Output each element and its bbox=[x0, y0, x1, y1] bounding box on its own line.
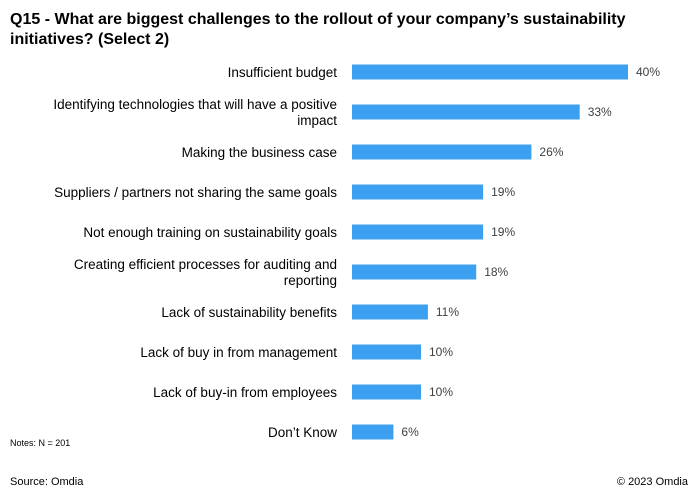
category-label-line: reporting bbox=[284, 273, 337, 288]
category-label-line: Don’t Know bbox=[268, 425, 337, 440]
bar-4 bbox=[352, 224, 484, 240]
category-label-0: Insufficient budget bbox=[228, 65, 338, 80]
category-label-8: Lack of buy-in from employees bbox=[153, 385, 337, 400]
bar-9 bbox=[352, 424, 394, 440]
bar-8 bbox=[352, 384, 421, 400]
bar-5 bbox=[352, 264, 477, 280]
category-label-line: Creating efficient processes for auditin… bbox=[74, 257, 337, 272]
category-label-4: Not enough training on sustainability go… bbox=[83, 225, 337, 240]
value-label-9: 6% bbox=[401, 425, 419, 439]
category-label-line: Lack of buy-in from employees bbox=[153, 385, 337, 400]
bar-6 bbox=[352, 304, 428, 320]
value-label-8: 10% bbox=[429, 385, 453, 399]
value-label-7: 10% bbox=[429, 345, 453, 359]
bar-2 bbox=[352, 144, 532, 160]
category-label-9: Don’t Know bbox=[268, 425, 337, 440]
value-label-6: 11% bbox=[436, 305, 459, 319]
category-label-line: Identifying technologies that will have … bbox=[53, 97, 337, 112]
category-label-line: Making the business case bbox=[182, 145, 337, 160]
value-label-0: 40% bbox=[636, 65, 660, 79]
category-label-5: Creating efficient processes for auditin… bbox=[74, 257, 337, 288]
category-label-2: Making the business case bbox=[182, 145, 337, 160]
value-label-1: 33% bbox=[588, 105, 612, 119]
category-label-7: Lack of buy in from management bbox=[140, 345, 337, 360]
value-label-4: 19% bbox=[491, 225, 515, 239]
category-label-line: Lack of buy in from management bbox=[140, 345, 337, 360]
value-label-3: 19% bbox=[491, 185, 515, 199]
bars-layer: 40% Insufficient budget 33% Identifying tec… bbox=[53, 64, 660, 440]
category-label-6: Lack of sustainability benefits bbox=[161, 305, 337, 320]
category-label-3: Suppliers / partners not sharing the sam… bbox=[54, 185, 337, 200]
bar-1 bbox=[352, 104, 580, 120]
category-label-line: Not enough training on sustainability go… bbox=[83, 225, 337, 240]
category-label-1: Identifying technologies that will have … bbox=[53, 97, 337, 128]
chart-title: Q15 - What are biggest challenges to the… bbox=[10, 11, 626, 48]
value-label-5: 18% bbox=[484, 265, 508, 279]
category-label-line: Suppliers / partners not sharing the sam… bbox=[54, 185, 337, 200]
category-label-line: Lack of sustainability benefits bbox=[161, 305, 337, 320]
notes-text: Notes: N = 201 bbox=[10, 438, 71, 448]
category-label-line: impact bbox=[297, 113, 337, 128]
bar-7 bbox=[352, 344, 421, 360]
source-text: Source: Omdia bbox=[10, 476, 84, 488]
value-label-2: 26% bbox=[539, 145, 563, 159]
bar-3 bbox=[352, 184, 484, 200]
copyright-text: © 2023 Omdia bbox=[616, 476, 688, 488]
bar-0 bbox=[352, 64, 628, 80]
category-label-line: Insufficient budget bbox=[228, 65, 338, 80]
